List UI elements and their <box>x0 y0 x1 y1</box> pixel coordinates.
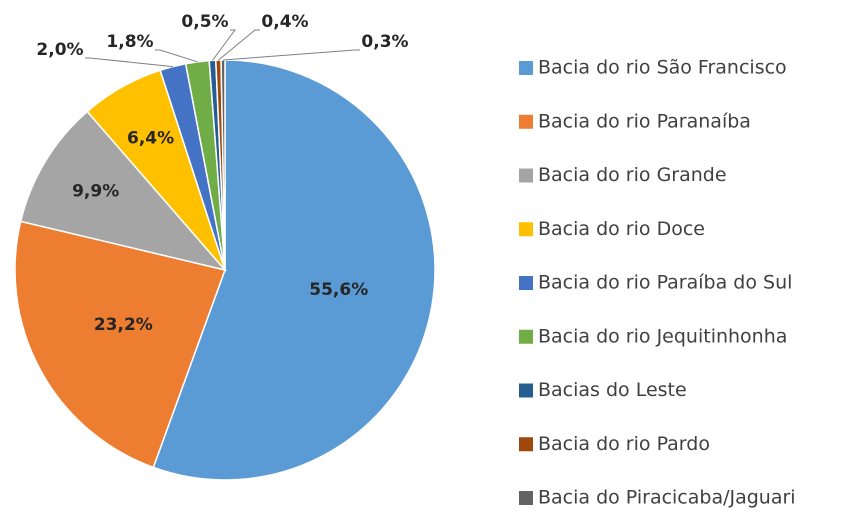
legend-swatch <box>519 61 533 75</box>
legend-label: Bacias do Leste <box>538 379 687 401</box>
pie-slice <box>19 110 228 272</box>
data-label: 0,5% <box>181 12 228 32</box>
legend-swatch <box>519 276 533 290</box>
legend-label: Bacia do rio Grande <box>538 164 727 186</box>
leader-line <box>222 49 360 61</box>
pie-slice <box>14 220 226 469</box>
legend-label: Bacia do rio Jequitinhonha <box>538 325 787 347</box>
data-label: 2,0% <box>36 40 83 60</box>
data-label: 9,9% <box>72 182 119 202</box>
legend-swatch <box>519 437 533 452</box>
legend-swatch <box>519 383 533 398</box>
data-label: 55,6% <box>309 280 368 300</box>
data-label: 0,4% <box>261 12 308 32</box>
legend-label: Bacia do rio São Francisco <box>538 57 787 79</box>
pie-slice <box>152 59 436 481</box>
legend-swatch <box>519 329 533 344</box>
data-label: 6,4% <box>127 128 174 148</box>
legend-label: Bacia do rio Paraíba do Sul <box>538 272 792 294</box>
data-label: 0,3% <box>361 32 408 52</box>
legend-swatch <box>519 168 533 183</box>
leader-line <box>212 29 236 61</box>
data-label: 1,8% <box>106 32 153 52</box>
legend-label: Bacia do Piracicaba/Jaguari <box>538 487 796 509</box>
data-label: 23,2% <box>94 315 153 335</box>
legend-label: Bacia do rio Pardo <box>538 433 710 455</box>
legend-swatch <box>519 491 533 505</box>
leader-line <box>85 57 173 68</box>
legend-label: Bacia do rio Doce <box>538 218 705 240</box>
legend-swatch <box>519 222 533 237</box>
legend-swatch <box>519 114 533 129</box>
leader-line <box>155 49 198 63</box>
leader-line <box>218 29 260 61</box>
legend-label: Bacia do rio Paranaíba <box>538 110 751 132</box>
